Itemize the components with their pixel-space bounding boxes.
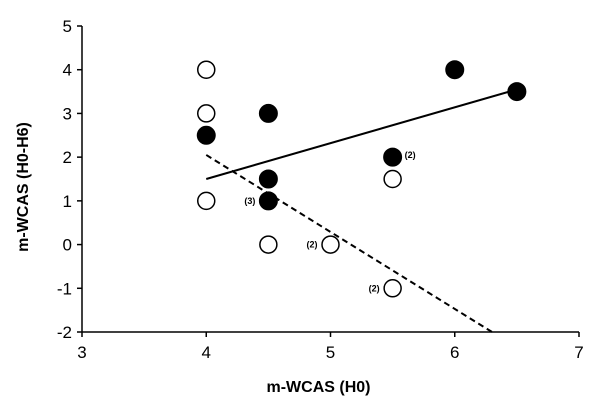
solid-trend-line bbox=[205, 88, 518, 180]
point-count-label: (2) bbox=[369, 283, 380, 293]
filled-point bbox=[258, 103, 278, 123]
open-point bbox=[259, 235, 278, 254]
point-count-label: (2) bbox=[405, 150, 416, 160]
y-tick-label: 4 bbox=[63, 61, 72, 80]
data-points bbox=[196, 60, 527, 298]
x-axis-title: m-WCAS (H0) bbox=[267, 379, 371, 396]
filled-point bbox=[258, 169, 278, 189]
open-point bbox=[383, 169, 402, 189]
dashed-trend-line bbox=[205, 154, 493, 333]
y-tick-label: -2 bbox=[57, 323, 72, 342]
filled-point bbox=[258, 191, 278, 211]
y-tick-label: 5 bbox=[63, 17, 72, 36]
open-point bbox=[197, 191, 216, 211]
trend-lines bbox=[205, 88, 518, 333]
open-point bbox=[383, 279, 402, 298]
filled-point bbox=[445, 60, 465, 80]
point-count-label: (2) bbox=[307, 240, 318, 250]
open-point bbox=[197, 60, 216, 79]
y-tick-label: 0 bbox=[63, 236, 72, 255]
x-tick-label: 5 bbox=[326, 343, 335, 362]
filled-point bbox=[383, 147, 403, 167]
open-point bbox=[321, 235, 340, 254]
x-tick-label: 6 bbox=[450, 343, 459, 362]
open-point bbox=[197, 104, 216, 123]
point-labels: (3) (2) (2) (2) bbox=[244, 150, 415, 293]
filled-point bbox=[507, 82, 527, 102]
y-tick-label: 1 bbox=[63, 192, 72, 211]
y-tick-label: 3 bbox=[63, 104, 72, 123]
y-tick-label: -1 bbox=[57, 279, 72, 298]
y-tick-label: 2 bbox=[63, 148, 72, 167]
y-axis-title: m-WCAS (H0-H6) bbox=[15, 122, 32, 252]
axes: -2 -1 0 1 2 3 4 5 3 4 5 6 7 m-WCAS (H0) m-WCAS (H0-H6) bbox=[15, 17, 584, 396]
x-tick-label: 7 bbox=[574, 343, 583, 362]
filled-point bbox=[196, 125, 216, 145]
point-count-label: (3) bbox=[244, 196, 255, 206]
x-tick-label: 3 bbox=[77, 343, 86, 362]
x-tick-label: 4 bbox=[202, 343, 211, 362]
